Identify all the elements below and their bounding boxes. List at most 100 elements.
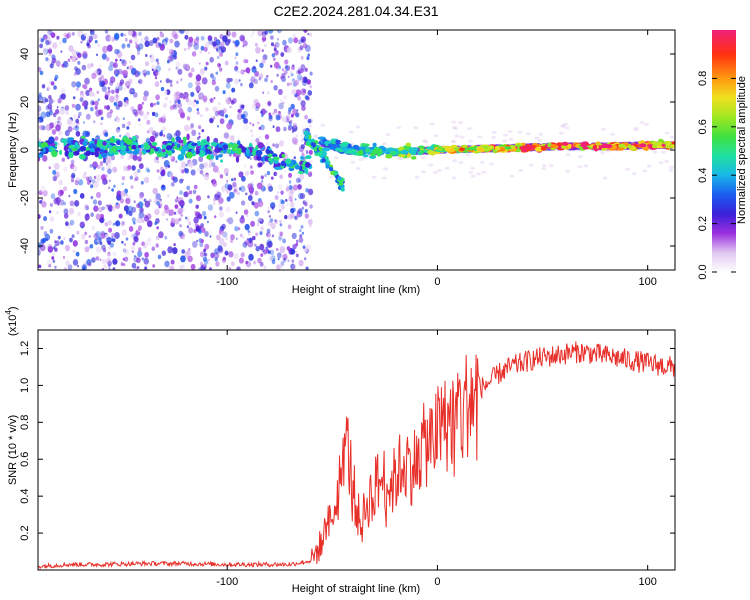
noise-point — [172, 176, 178, 183]
noise-point — [199, 163, 205, 170]
noise-point — [163, 90, 168, 95]
signal-point — [362, 154, 369, 158]
noise-point — [214, 85, 220, 92]
haze-point — [470, 166, 476, 170]
noise-point — [253, 98, 259, 106]
colorbar-gradient — [712, 30, 736, 272]
doppler-point — [68, 151, 74, 159]
noise-point — [235, 211, 238, 214]
noise-point — [190, 91, 195, 97]
haze-point — [600, 127, 606, 131]
haze-point — [477, 135, 483, 139]
noise-point — [230, 239, 234, 243]
y-tick-label: 0 — [19, 147, 31, 153]
noise-point — [133, 254, 136, 258]
haze-point — [481, 170, 487, 174]
haze-point — [489, 162, 495, 166]
haze-point — [491, 135, 496, 139]
noise-point — [225, 237, 228, 241]
noise-point — [176, 196, 179, 199]
noise-point — [239, 216, 245, 224]
noise-point — [272, 143, 275, 147]
noise-point — [219, 174, 224, 179]
noise-point — [267, 240, 273, 248]
signal-point — [665, 145, 674, 149]
haze-point — [355, 125, 361, 129]
noise-point — [219, 51, 224, 57]
doppler-point — [191, 149, 195, 154]
noise-point — [75, 68, 81, 75]
noise-point — [99, 64, 102, 68]
noise-point — [75, 51, 80, 56]
noise-point — [94, 105, 98, 110]
noise-point — [213, 202, 216, 206]
noise-point — [152, 37, 158, 44]
noise-point — [225, 206, 231, 213]
haze-point — [642, 169, 648, 173]
noise-point — [271, 53, 276, 58]
noise-point — [115, 88, 120, 94]
noise-point — [300, 88, 307, 96]
haze-point — [610, 132, 616, 136]
noise-point — [178, 165, 184, 172]
noise-point — [157, 62, 160, 65]
noise-point — [231, 31, 237, 38]
noise-point — [195, 204, 199, 209]
noise-point — [84, 32, 87, 37]
doppler-point — [207, 146, 212, 150]
doppler-point — [150, 147, 155, 155]
doppler-point — [245, 148, 250, 154]
noise-point — [79, 221, 86, 229]
noise-point — [174, 204, 179, 210]
doppler-point — [81, 135, 86, 139]
noise-point — [304, 209, 308, 213]
noise-point — [292, 123, 296, 127]
noise-point — [169, 83, 173, 87]
noise-point — [309, 32, 313, 37]
haze-point — [453, 127, 459, 130]
noise-point — [296, 74, 303, 81]
noise-point — [279, 140, 284, 147]
noise-point — [144, 251, 149, 258]
noise-point — [54, 265, 57, 269]
noise-point — [295, 134, 298, 138]
noise-point — [265, 246, 268, 250]
noise-point — [306, 151, 309, 155]
noise-point — [97, 164, 101, 169]
noise-point — [65, 33, 70, 40]
noise-point — [117, 100, 123, 108]
doppler-point — [186, 133, 190, 141]
noise-point — [259, 231, 263, 236]
noise-point — [193, 184, 198, 190]
noise-point — [106, 111, 112, 119]
noise-point — [45, 40, 50, 46]
noise-point — [301, 206, 304, 210]
doppler-point — [252, 150, 256, 156]
noise-point — [281, 68, 285, 72]
noise-point — [279, 219, 282, 224]
noise-point — [61, 157, 65, 162]
noise-point — [38, 214, 41, 219]
noise-point — [295, 253, 299, 258]
noise-point — [156, 226, 159, 230]
noise-point — [137, 118, 141, 122]
noise-point — [120, 190, 126, 197]
noise-point — [309, 85, 313, 89]
noise-point — [182, 236, 186, 240]
noise-point — [136, 257, 141, 264]
noise-point — [264, 134, 270, 140]
haze-point — [452, 159, 457, 163]
noise-point — [179, 178, 184, 184]
noise-point — [227, 136, 233, 144]
noise-point — [254, 210, 260, 217]
noise-point — [115, 117, 121, 123]
noise-point — [128, 226, 134, 232]
haze-point — [355, 167, 361, 171]
noise-point — [54, 244, 57, 248]
doppler-point — [280, 160, 286, 167]
noise-point — [188, 221, 192, 226]
noise-point — [79, 92, 85, 98]
noise-point — [298, 259, 304, 267]
noise-point — [71, 119, 77, 127]
doppler-point — [149, 135, 156, 143]
